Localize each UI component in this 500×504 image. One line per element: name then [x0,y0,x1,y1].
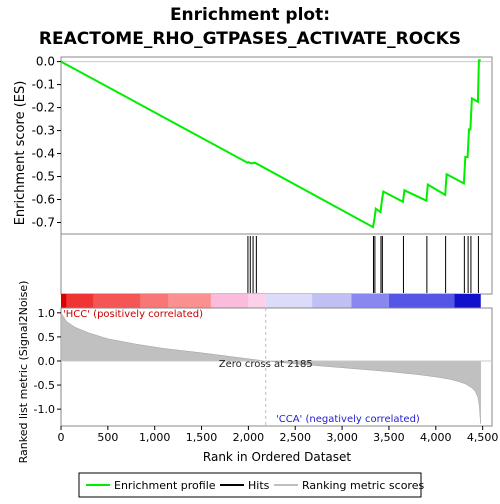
metric-y-tick-label: -0.5 [34,379,55,392]
es-y-tick-label: -0.5 [32,170,55,184]
positive-correlation-label: 'HCC' (positively correlated) [63,309,203,320]
es-panel-frame [60,56,493,235]
color-bar-segment [312,294,352,308]
color-bar-segment [168,294,211,308]
x-tick-label: 0 [58,431,65,444]
es-y-tick-label: 0.0 [36,55,55,69]
metric-y-tick-label: 0.5 [38,331,56,344]
es-y-tick-label: -0.1 [32,78,55,92]
chart-title-line1: Enrichment plot: [170,5,330,25]
x-tick-label: 4,000 [420,431,452,444]
metric-y-tick-label: 1.0 [38,307,56,320]
x-tick-label: 2,000 [233,431,265,444]
metric-y-tick-label: 0.0 [38,355,56,368]
ranking-metric-area [60,311,481,424]
color-bar-segment [66,294,94,308]
color-bar-segment [248,294,266,308]
chart-title-line2: REACTOME_RHO_GTPASES_ACTIVATE_ROCKS [39,29,461,49]
es-y-tick-label: -0.7 [32,216,55,230]
color-bar-segment [140,294,169,308]
x-axis-label: Rank in Ordered Dataset [203,450,351,464]
hits-group [247,236,479,293]
metric-y-ticks: 1.0 0.5 0.0 -0.5 -1.0 [34,307,61,416]
negative-correlation-label: 'CCA' (negatively correlated) [276,414,420,425]
x-tick-label: 1,000 [139,431,171,444]
es-y-tick-label: -0.3 [32,124,55,138]
es-y-axis-label: Enrichment score (ES) [13,81,28,226]
es-y-tick-label: -0.4 [32,147,55,161]
color-bar-segment [388,294,455,308]
color-bar-segment [93,294,141,308]
color-bar-segment [454,294,481,308]
es-y-tick-label: -0.2 [32,101,55,115]
hits-panel-frame [60,233,493,295]
x-tick-label: 3,000 [326,431,358,444]
x-tick-label: 1,500 [186,431,218,444]
zero-cross-label: Zero cross at 2185 [219,359,313,370]
color-bar-segment [351,294,389,308]
color-bar-segment [265,294,313,308]
x-tick-label: 500 [97,431,118,444]
color-bar-segment [61,294,67,308]
x-ticks: 0 500 1,000 1,500 2,000 2,500 3,000 3,500 4,000 4… [58,426,499,444]
metric-y-axis-label: Ranked list metric (Signal2Noise) [17,281,30,464]
legend-ranking-label: Ranking metric scores [302,479,424,492]
es-y-ticks: 0.0 -0.1 -0.2 -0.3 -0.4 -0.5 -0.6 -0.7 [32,55,61,230]
es-y-tick-label: -0.6 [32,193,55,207]
legend-hits-label: Hits [248,479,270,492]
legend-enrichment-label: Enrichment profile [114,479,216,492]
legend-box [78,472,422,498]
x-tick-label: 2,500 [279,431,311,444]
ranking-color-bar [61,294,481,308]
x-tick-label: 4,500 [467,431,499,444]
enrichment-profile-line [60,59,481,229]
color-bar-segment [210,294,249,308]
metric-y-tick-label: -1.0 [34,403,55,416]
x-tick-label: 3,500 [373,431,405,444]
